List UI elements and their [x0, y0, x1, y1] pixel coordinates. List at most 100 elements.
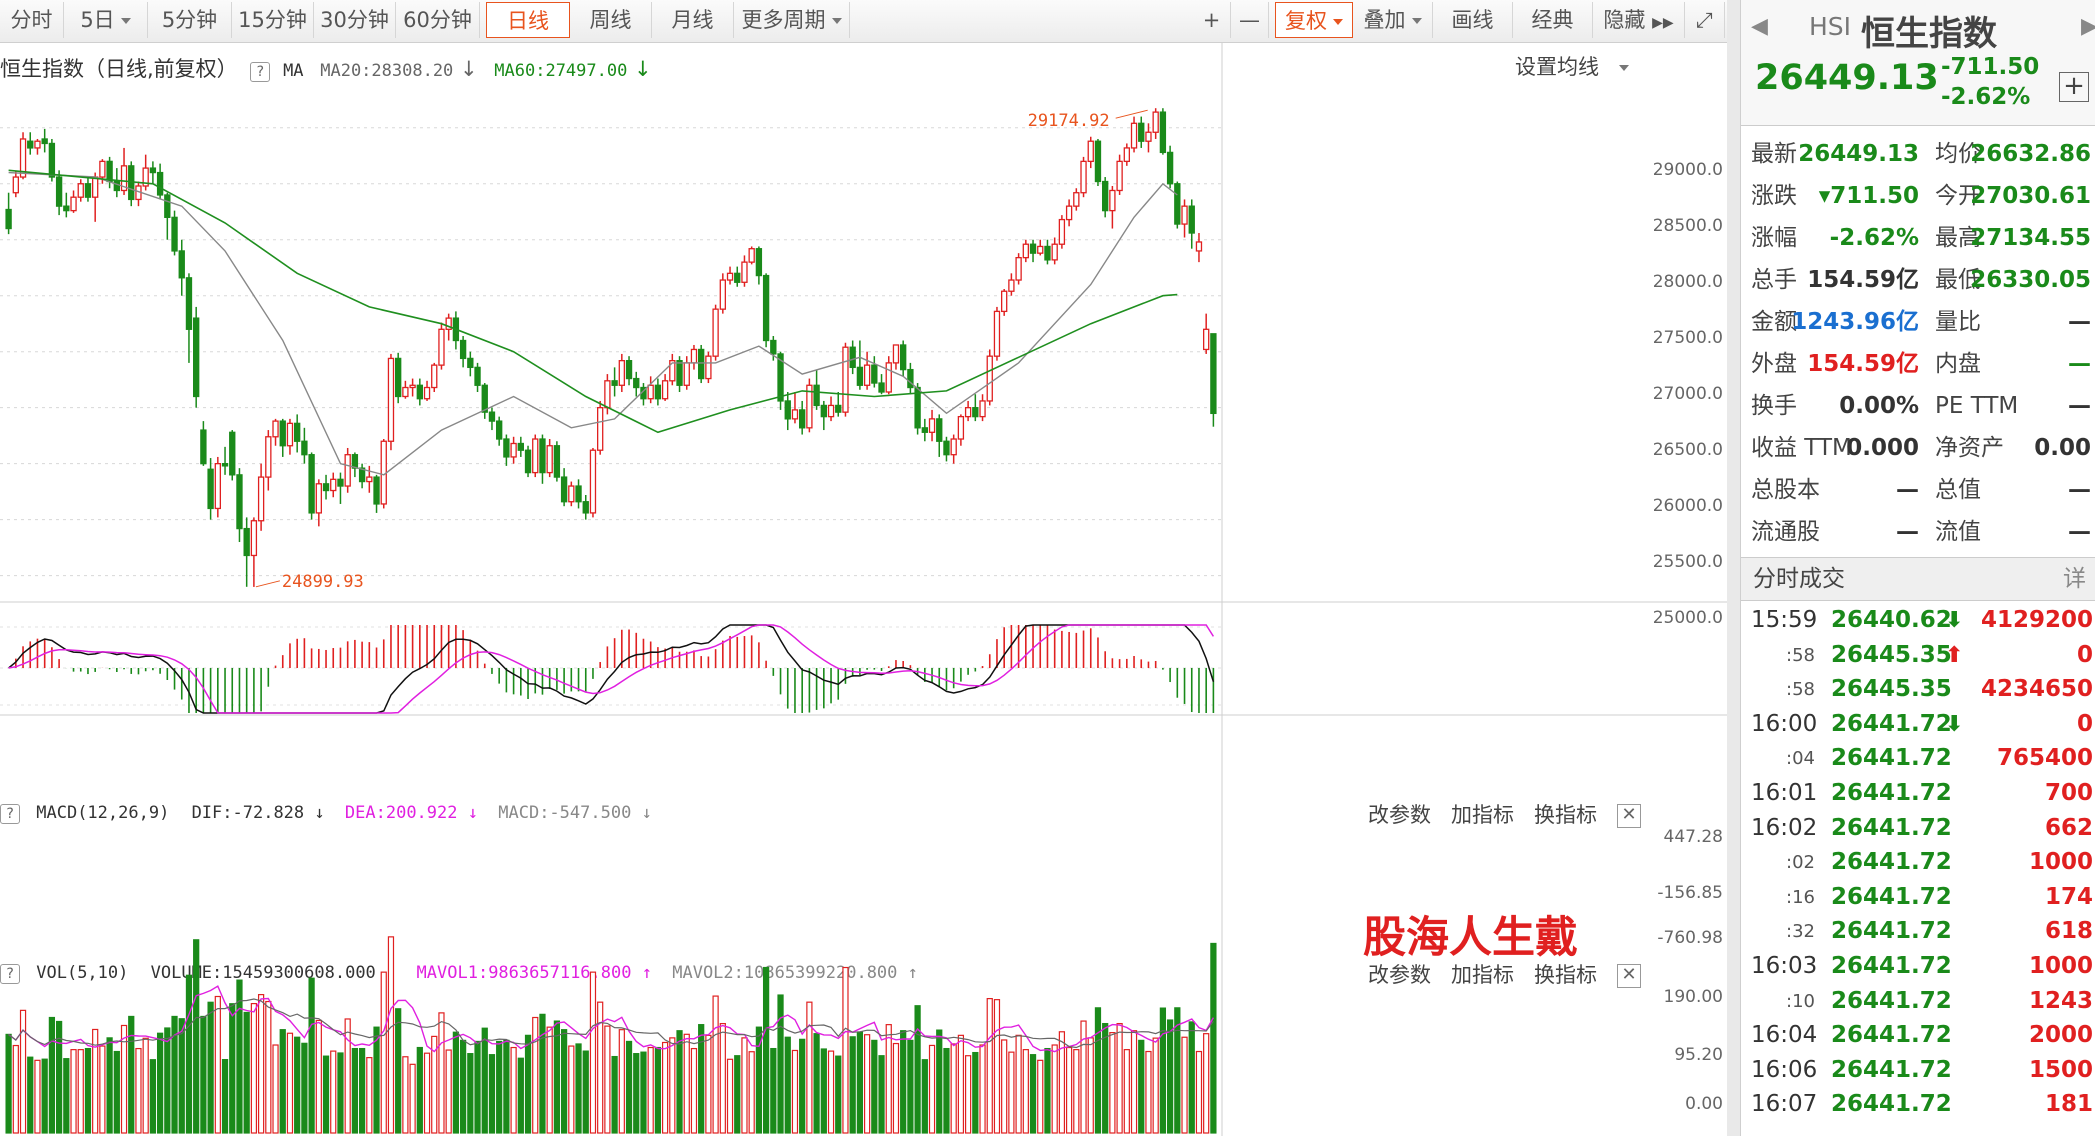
macd-switch-indicator-link[interactable]: 换指标	[1534, 803, 1597, 827]
candle-body[interactable]	[647, 384, 654, 400]
candle-body[interactable]	[358, 467, 366, 483]
candle-body[interactable]	[1116, 160, 1123, 192]
candle-body[interactable]	[676, 360, 683, 386]
candle-body[interactable]	[633, 377, 640, 389]
candle-body[interactable]	[63, 205, 70, 212]
candle-body[interactable]	[99, 160, 106, 178]
candle-body[interactable]	[178, 250, 185, 279]
candle-body[interactable]	[113, 180, 120, 192]
candle-body[interactable]	[48, 142, 56, 178]
vol-edit-params-link[interactable]: 改参数	[1368, 963, 1431, 987]
candle-body[interactable]	[351, 454, 359, 469]
classic-button[interactable]: 经典	[1513, 2, 1593, 38]
candle-body[interactable]	[344, 454, 351, 487]
candle-body[interactable]	[1195, 241, 1203, 252]
candle-body[interactable]	[1166, 151, 1174, 185]
candle-body[interactable]	[820, 404, 827, 418]
candle-body[interactable]	[719, 279, 726, 310]
candle-body[interactable]	[1181, 205, 1188, 225]
candle-body[interactable]	[1001, 290, 1008, 313]
candle-body[interactable]	[907, 368, 914, 389]
candle-body[interactable]	[560, 476, 568, 503]
panel-scrollbar[interactable]	[1727, 0, 1740, 1136]
candle-body[interactable]	[1051, 243, 1058, 261]
candle-body[interactable]	[207, 468, 214, 510]
tab-60min[interactable]: 60分钟	[396, 2, 480, 38]
kline-chart[interactable]: 29174.92 24899.93	[0, 43, 1727, 1136]
candle-body[interactable]	[286, 422, 294, 447]
candle-body[interactable]	[330, 478, 337, 492]
candle-body[interactable]	[964, 407, 972, 418]
candle-body[interactable]	[950, 438, 957, 456]
candle-body[interactable]	[863, 364, 871, 386]
candle-body[interactable]	[488, 411, 496, 422]
candle-body[interactable]	[149, 167, 157, 174]
candle-body[interactable]	[1188, 205, 1195, 234]
help-icon[interactable]: ?	[0, 964, 20, 984]
candle-body[interactable]	[308, 454, 315, 514]
candle-body[interactable]	[712, 308, 719, 357]
candle-body[interactable]	[120, 165, 128, 192]
candle-body[interactable]	[1080, 160, 1087, 194]
add-watchlist-icon[interactable]: +	[2059, 72, 2089, 102]
close-icon[interactable]: ✕	[1617, 964, 1641, 988]
candle-body[interactable]	[1152, 111, 1159, 133]
candle-body[interactable]	[1109, 189, 1116, 212]
candle-body[interactable]	[1210, 333, 1217, 415]
candle-body[interactable]	[409, 384, 416, 389]
candle-body[interactable]	[156, 171, 164, 196]
hide-button[interactable]: 隐藏 ▶▶	[1593, 2, 1685, 38]
zoom-in-button[interactable]: +	[1193, 2, 1231, 38]
fullscreen-icon[interactable]: ⤢	[1685, 2, 1725, 38]
candle-body[interactable]	[568, 485, 575, 503]
tab-5min[interactable]: 5分钟	[148, 2, 232, 38]
candle-body[interactable]	[777, 353, 784, 402]
candle-body[interactable]	[669, 360, 676, 382]
macd-add-indicator-link[interactable]: 加指标	[1451, 803, 1514, 827]
prev-arrow-icon[interactable]: ◀	[1751, 14, 1768, 39]
candle-body[interactable]	[813, 384, 820, 407]
tab-weekly[interactable]: 周线	[570, 2, 652, 38]
candle-body[interactable]	[41, 138, 48, 145]
help-icon[interactable]: ?	[250, 62, 271, 82]
candle-body[interactable]	[611, 380, 618, 386]
candle-body[interactable]	[770, 339, 777, 355]
candle-body[interactable]	[1094, 140, 1102, 183]
candle-body[interactable]	[1159, 111, 1167, 154]
candle-body[interactable]	[871, 364, 878, 384]
vol-switch-indicator-link[interactable]: 换指标	[1534, 963, 1597, 987]
candle-body[interactable]	[337, 478, 344, 487]
candle-body[interactable]	[928, 418, 936, 433]
candle-body[interactable]	[265, 436, 272, 478]
candle-body[interactable]	[77, 183, 84, 198]
candle-body[interactable]	[986, 355, 993, 402]
candle-body[interactable]	[431, 364, 438, 389]
candle-body[interactable]	[943, 440, 950, 456]
candle-body[interactable]	[575, 485, 582, 503]
candle-body[interactable]	[654, 384, 662, 400]
candle-body[interactable]	[1174, 183, 1181, 225]
candle-body[interactable]	[5, 208, 12, 230]
candle-body[interactable]	[1087, 140, 1094, 163]
candle-body[interactable]	[200, 429, 207, 465]
candle-body[interactable]	[532, 438, 539, 474]
candle-body[interactable]	[236, 474, 243, 530]
candle-body[interactable]	[467, 357, 474, 369]
tab-daily[interactable]: 日线	[486, 2, 570, 38]
candle-body[interactable]	[55, 176, 63, 207]
candle-body[interactable]	[849, 346, 856, 369]
candle-body[interactable]	[597, 407, 604, 451]
candle-body[interactable]	[762, 274, 770, 342]
candle-body[interactable]	[1065, 205, 1073, 221]
candle-body[interactable]	[690, 348, 698, 364]
candle-body[interactable]	[243, 527, 250, 557]
candle-body[interactable]	[1044, 245, 1051, 261]
candle-body[interactable]	[34, 140, 41, 149]
candle-body[interactable]	[972, 407, 979, 418]
candle-body[interactable]	[510, 442, 517, 458]
zoom-out-button[interactable]: —	[1231, 2, 1269, 38]
candle-body[interactable]	[106, 160, 113, 183]
candle-body[interactable]	[705, 355, 712, 380]
help-icon[interactable]: ?	[0, 804, 20, 824]
candle-body[interactable]	[1022, 243, 1029, 259]
